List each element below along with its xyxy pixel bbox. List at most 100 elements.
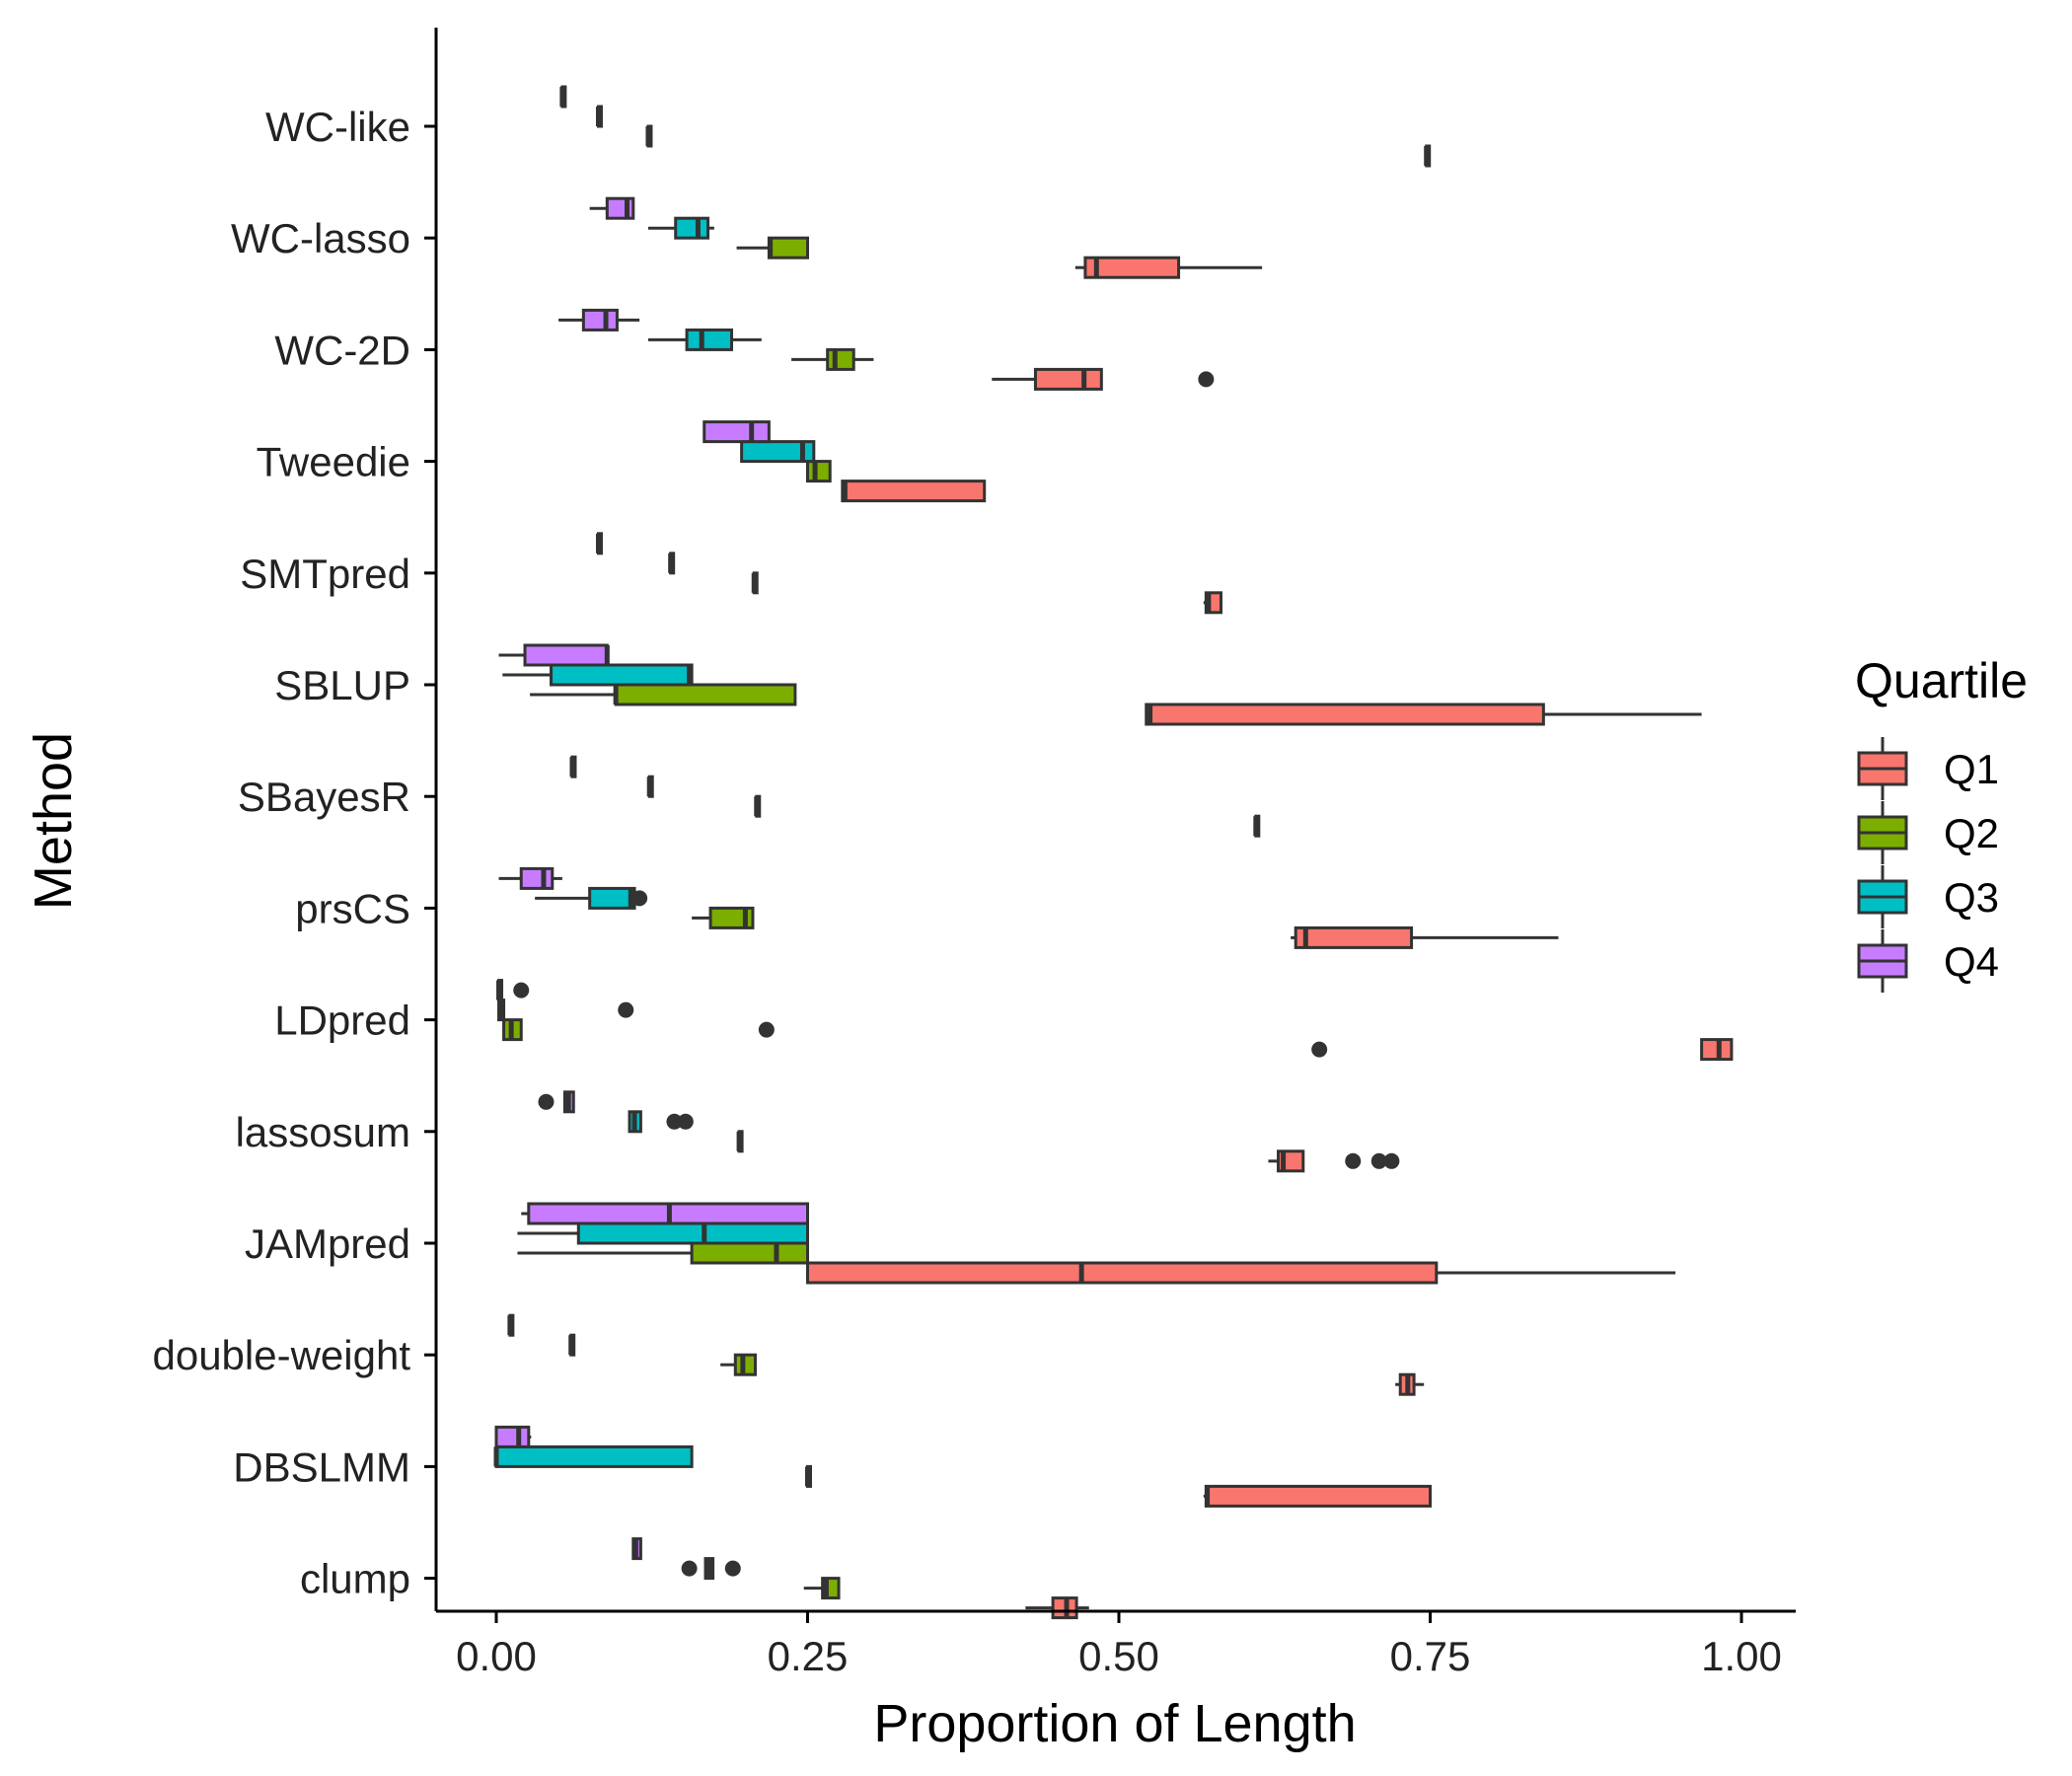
box-iqr xyxy=(740,440,816,464)
y-tick-label-sblup: SBLUP xyxy=(274,662,410,708)
box-prscs-q2 xyxy=(692,906,755,929)
y-axis-title: Method xyxy=(24,732,83,910)
y-tick-label-jampred: JAMpred xyxy=(245,1221,410,1267)
box-dbslmm-q1 xyxy=(1203,1484,1432,1508)
box-iqr xyxy=(708,906,755,929)
box-wc-2d-q4 xyxy=(558,308,640,332)
box-jampred-q4 xyxy=(521,1202,809,1225)
box-double-weight-q2 xyxy=(720,1353,757,1376)
y-tick-label-lassosum: lassosum xyxy=(236,1109,410,1155)
box-jampred-q2 xyxy=(517,1241,809,1265)
box-prscs-q3 xyxy=(535,886,648,910)
box-sblup-q2 xyxy=(530,683,797,706)
box-iqr xyxy=(685,328,734,351)
y-tick-label-dbslmm: DBSLMM xyxy=(233,1443,410,1490)
box-lassosum-q2 xyxy=(736,1130,744,1153)
legend-label: Q4 xyxy=(1944,938,1999,985)
box-prscs-q4 xyxy=(498,866,562,890)
box-iqr xyxy=(550,663,694,687)
box-iqr xyxy=(1294,925,1414,949)
box-smtpred-q1 xyxy=(1203,591,1222,615)
box-iqr xyxy=(614,683,797,706)
box-double-weight-q4 xyxy=(507,1313,515,1337)
box-iqr xyxy=(581,308,619,332)
box-ldpred-q4 xyxy=(496,979,530,1002)
box-smtpred-q2 xyxy=(751,571,759,595)
y-tick-label-sbayesr: SBayesR xyxy=(238,774,410,820)
box-iqr xyxy=(806,1261,1439,1285)
box-sblup-q3 xyxy=(502,663,694,687)
box-dbslmm-q2 xyxy=(805,1464,812,1488)
outlier-point xyxy=(1370,1152,1387,1169)
box-double-weight-q1 xyxy=(1395,1372,1425,1396)
box-wc-like-q1 xyxy=(1424,144,1432,168)
box-wc-lasso-q3 xyxy=(647,216,714,240)
box-iqr xyxy=(841,480,987,503)
box-sblup-q1 xyxy=(1145,703,1702,726)
box-dbslmm-q3 xyxy=(493,1444,694,1468)
box-ldpred-q2 xyxy=(502,1018,775,1042)
box-tweedie-q1 xyxy=(841,480,987,503)
box-iqr xyxy=(1033,367,1103,391)
box-smtpred-q4 xyxy=(595,532,603,555)
y-tick-label-wc-like: WC-like xyxy=(265,104,410,150)
y-tick-label-tweedie: Tweedie xyxy=(257,439,410,485)
box-sblup-q4 xyxy=(498,643,610,667)
y-tick-label-double-weight: double-weight xyxy=(152,1332,410,1378)
box-wc-2d-q3 xyxy=(647,328,762,351)
box-iqr xyxy=(690,1241,809,1265)
legend-item-q1: Q1 xyxy=(1857,737,1999,800)
box-wc-lasso-q1 xyxy=(1074,256,1263,279)
box-iqr xyxy=(588,886,636,910)
box-lassosum-q3 xyxy=(628,1110,694,1134)
outlier-point xyxy=(666,1113,683,1130)
box-iqr xyxy=(1204,1484,1432,1508)
outlier-point xyxy=(677,1113,694,1130)
outlier-point xyxy=(724,1560,741,1577)
box-iqr xyxy=(523,643,609,667)
box-iqr xyxy=(494,1425,531,1448)
outlier-point xyxy=(681,1560,698,1577)
box-prscs-q1 xyxy=(1291,925,1559,949)
box-iqr xyxy=(1145,703,1545,726)
x-tick-label: 1.00 xyxy=(1701,1633,1782,1679)
box-wc-lasso-q4 xyxy=(589,196,635,220)
box-wc-lasso-q2 xyxy=(736,236,809,259)
box-tweedie-q4 xyxy=(703,420,771,444)
legend-label: Q2 xyxy=(1944,810,1999,856)
legend-label: Q3 xyxy=(1944,874,1999,921)
box-smtpred-q3 xyxy=(668,552,676,575)
outlier-point xyxy=(513,982,530,999)
outlier-point xyxy=(758,1021,775,1038)
box-sbayesr-q2 xyxy=(754,794,762,818)
box-clump-q1 xyxy=(1025,1596,1089,1620)
legend-title: Quartile xyxy=(1855,653,2028,708)
box-iqr xyxy=(767,236,809,259)
legend-label: Q1 xyxy=(1944,746,1999,792)
box-sbayesr-q1 xyxy=(1253,814,1261,838)
plot-area xyxy=(493,85,1734,1620)
box-iqr xyxy=(703,420,771,444)
box-jampred-q1 xyxy=(806,1261,1676,1285)
box-iqr xyxy=(1083,256,1181,279)
x-tick-label: 0.25 xyxy=(768,1633,849,1679)
outlier-point xyxy=(538,1093,555,1110)
box-wc-like-q3 xyxy=(595,105,603,128)
box-iqr xyxy=(576,1221,809,1245)
y-tick-label-ldpred: LDpred xyxy=(274,998,410,1044)
box-iqr xyxy=(674,216,710,240)
box-tweedie-q2 xyxy=(806,460,832,483)
axes: 0.00 0.25 0.50 0.75 1.00 WC-like WC-lasso WC-2D… xyxy=(152,28,1796,1679)
y-tick-label-smtpred: SMTpred xyxy=(240,551,410,597)
outlier-point xyxy=(1345,1152,1362,1169)
box-dbslmm-q4 xyxy=(494,1425,532,1448)
box-sbayesr-q3 xyxy=(646,775,654,798)
box-clump-q3 xyxy=(681,1557,741,1581)
legend-item-q3: Q3 xyxy=(1857,865,1999,928)
box-iqr xyxy=(494,1444,694,1468)
legend-item-q4: Q4 xyxy=(1857,929,1999,993)
outlier-point xyxy=(1383,1152,1400,1169)
box-clump-q2 xyxy=(803,1577,841,1600)
